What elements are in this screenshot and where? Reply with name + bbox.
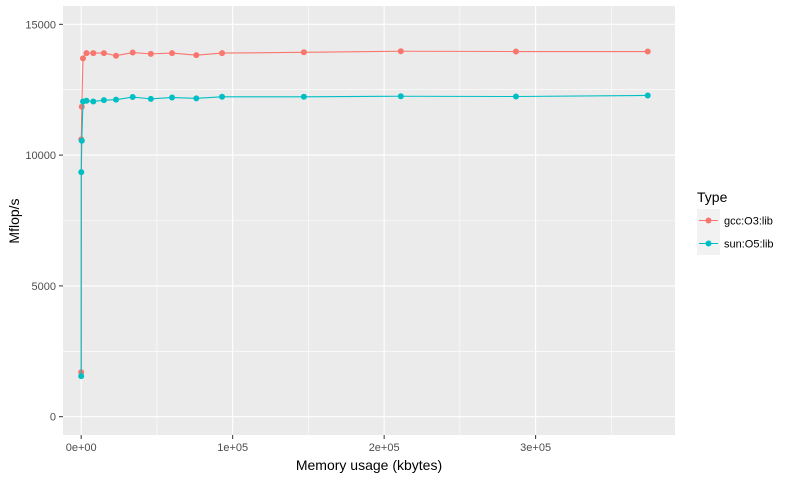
legend-items: gcc:O3:lib sun:O5:lib — [697, 209, 774, 255]
data-point — [193, 95, 200, 102]
data-point — [219, 93, 226, 100]
series-layer — [78, 48, 651, 380]
y-axis-title: Mflop/s — [6, 198, 22, 243]
data-point — [113, 52, 120, 59]
data-point — [100, 97, 107, 104]
data-point — [83, 50, 90, 57]
x-axis-title: Memory usage (kbytes) — [296, 457, 442, 473]
legend-item: gcc:O3:lib — [697, 209, 773, 232]
data-point — [83, 97, 90, 104]
x-tick-label: 1e+05 — [217, 442, 248, 454]
data-point — [397, 48, 404, 55]
y-axis: 0 5000 10000 15000 — [25, 19, 63, 424]
data-point — [169, 50, 176, 57]
data-point — [219, 50, 226, 57]
x-tick-label: 0e+00 — [66, 442, 97, 454]
data-point — [169, 94, 176, 101]
data-point — [129, 94, 136, 101]
data-point — [644, 48, 651, 55]
y-tick-label: 15000 — [25, 19, 56, 31]
data-point — [193, 52, 200, 59]
data-point — [129, 49, 136, 56]
data-point — [90, 98, 97, 105]
series — [78, 48, 651, 376]
y-tick-label: 10000 — [25, 150, 56, 162]
data-point — [300, 93, 307, 100]
x-tick-label: 2e+05 — [369, 442, 400, 454]
data-point — [147, 50, 154, 57]
x-tick-label: 3e+05 — [520, 442, 551, 454]
data-point — [644, 92, 651, 99]
x-axis: 0e+00 1e+05 2e+05 3e+05 — [66, 435, 551, 454]
legend-label: gcc:O3:lib — [724, 216, 773, 228]
legend-label: sun:O5:lib — [724, 239, 774, 251]
y-tick-label: 5000 — [32, 281, 56, 293]
y-tick-label: 0 — [50, 412, 56, 424]
data-point — [100, 50, 107, 57]
series — [78, 92, 651, 380]
data-point — [512, 93, 519, 100]
data-point — [113, 96, 120, 103]
data-point — [78, 373, 85, 380]
data-point — [78, 137, 85, 144]
data-point — [147, 95, 154, 102]
legend-key-point — [705, 217, 712, 224]
data-point — [300, 49, 307, 56]
legend-item: sun:O5:lib — [697, 232, 774, 255]
minor-gridlines — [63, 6, 675, 435]
data-point — [397, 93, 404, 100]
legend-title: Type — [697, 189, 728, 205]
data-point — [512, 48, 519, 55]
legend: Type gcc:O3:lib sun:O5:lib — [697, 189, 774, 255]
data-point — [90, 50, 97, 57]
data-point — [78, 103, 85, 110]
major-gridlines — [63, 6, 675, 435]
data-point — [79, 55, 86, 62]
data-point — [78, 169, 85, 176]
legend-key-point — [705, 240, 712, 247]
